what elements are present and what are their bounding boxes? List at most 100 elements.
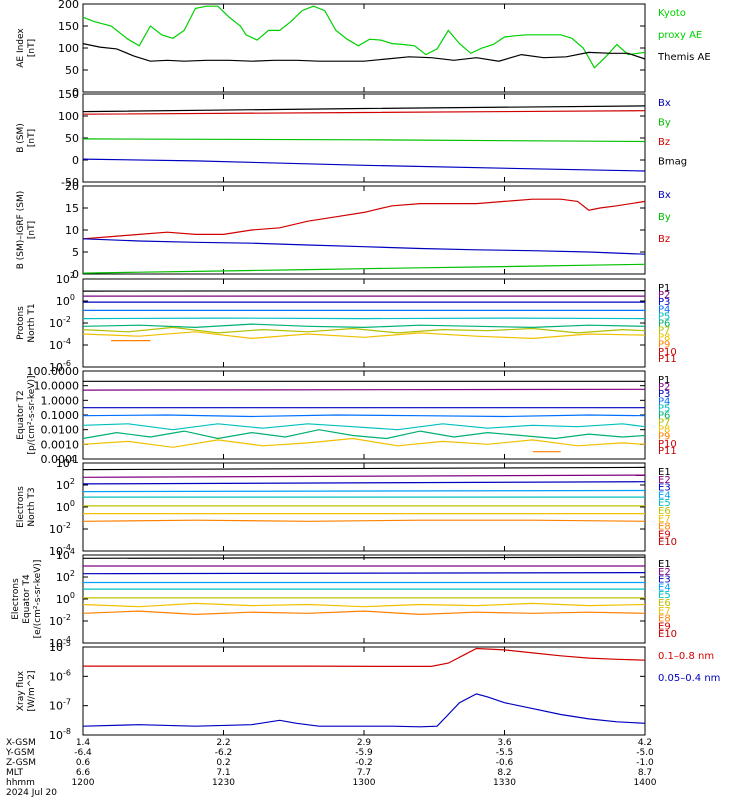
panel-6-legend-7: E7 — [658, 514, 671, 525]
panel-2-series-4 — [82, 158, 646, 172]
panel-4-legend-11: P11 — [658, 354, 677, 365]
panel-7-legend-10: E10 — [658, 629, 677, 640]
panel-5-ytick-label: 10.0000 — [34, 380, 80, 393]
panel-8-ytick-label: 10-6 — [49, 668, 71, 683]
panel-4-ylabel: North T1 — [27, 303, 37, 342]
xaxis-row-value: -1.0 — [636, 758, 654, 768]
panel-6-series-8 — [82, 519, 646, 522]
panel-5-legend-2: P2 — [658, 382, 670, 393]
xaxis-row-value: -5.9 — [355, 748, 373, 758]
xaxis-row-value: 1.4 — [76, 738, 91, 748]
panel-7-ylabel: Equator T4 — [22, 574, 32, 624]
panel-1-series-2 — [82, 43, 646, 62]
panel-8-ylabel: Xray flux — [16, 670, 26, 711]
panel-7-ytick-label: 104 — [56, 547, 75, 562]
panel-5-ytick-label: 1.0000 — [41, 394, 80, 407]
panel-8-frame — [82, 646, 646, 736]
panel-5-legend-11: P11 — [658, 446, 677, 457]
panel-5-ytick-label: 100.0000 — [27, 365, 80, 378]
panel-4-legend-9: P9 — [658, 340, 670, 351]
panel-6-legend-5: E5 — [658, 498, 671, 509]
panel-2-legend-1: Bx — [658, 98, 671, 109]
panel-3-ytick-label: 0 — [72, 268, 79, 281]
panel-5-legend-6: P6 — [658, 410, 670, 421]
panel-5-ytick-label: 0.0010 — [41, 438, 80, 451]
panel-7-ytick-label: 10-4 — [49, 635, 71, 650]
panel-8-ytick-label: 10-7 — [49, 698, 71, 713]
panel-6-ytick-label: 104 — [56, 455, 75, 470]
panel-7-legend-3: E3 — [658, 575, 671, 586]
panel-4-frame — [82, 278, 646, 368]
panel-8-ylabel: [W/m^2] — [27, 671, 37, 712]
xaxis-row-label: Z-GSM — [6, 758, 36, 768]
panel-3-ylabel: [nT] — [27, 221, 37, 239]
xaxis-row-value: 0.2 — [216, 758, 230, 768]
panel-7-legend-5: E5 — [658, 590, 671, 601]
panel-7-legend-2: E2 — [658, 567, 671, 578]
panel-6-ytick-label: 102 — [56, 477, 75, 492]
panel-1-series-1 — [82, 5, 646, 69]
panel-5-legend-3: P3 — [658, 389, 670, 400]
panel-1-ytick-label: 50 — [65, 64, 79, 77]
panel-7-legend-6: E6 — [658, 598, 671, 609]
panel-8-series-1 — [83, 647, 646, 668]
panel-2-ylabel: [nT] — [27, 129, 37, 147]
panel-7-ylabel: Electrons — [11, 578, 21, 620]
panel-3-ytick-label: 10 — [65, 224, 79, 237]
xaxis-row-value: 1230 — [212, 778, 235, 788]
panel-3-ylabel: B (SM)–IGRF (SM) — [16, 191, 26, 269]
panel-2-ytick-label: -50 — [61, 176, 79, 189]
panel-2-ytick-label: 150 — [58, 88, 79, 101]
panel-2-ytick-label: 50 — [65, 132, 79, 145]
panel-8-legend-2: 0.05–0.4 nm — [658, 673, 720, 684]
panel-4-legend-1: P1 — [658, 283, 670, 294]
xaxis-row-value: -5.0 — [636, 748, 654, 758]
panel-5-ytick-label: 0.1000 — [41, 409, 80, 422]
panel-6-legend-10: E10 — [658, 537, 677, 548]
panel-5-legend-10: P10 — [658, 439, 677, 450]
panel-7-ytick-label: 102 — [56, 569, 75, 584]
panel-1-ytick-label: 0 — [72, 86, 79, 99]
panel-5-series-2 — [82, 388, 646, 391]
panel-7-frame — [82, 554, 646, 644]
panel-4-series-6 — [82, 323, 646, 329]
panel-7-series-8 — [82, 610, 646, 616]
panel-5-series-6 — [82, 429, 646, 440]
panel-4-ylabel: Protons — [16, 306, 26, 340]
panel-1-legend-2: proxy AE — [658, 30, 702, 41]
panel-5-series-7 — [82, 437, 646, 448]
panel-3-ytick-label: 20 — [65, 180, 79, 193]
panel-6-ylabel: Electrons — [16, 486, 26, 528]
panel-8-series-2 — [82, 693, 646, 728]
panel-7-series-3 — [82, 571, 646, 575]
panel-3-series-2 — [82, 238, 646, 255]
panel-3-series-1 — [82, 198, 646, 240]
panel-7-ytick-label: 100 — [56, 591, 75, 606]
panel-2-series-2 — [82, 110, 646, 115]
panel-8-legend-1: 0.1–0.8 nm — [658, 651, 714, 662]
panel-7-ytick-label: 10-2 — [49, 613, 71, 628]
xaxis-row-value: 0.6 — [76, 758, 91, 768]
panel-7-legend-8: E8 — [658, 614, 671, 625]
panel-4-series-1 — [82, 290, 646, 292]
panel-6-series-3 — [82, 481, 646, 485]
xaxis-row-value: 7.7 — [357, 768, 371, 778]
panel-6-legend-6: E6 — [658, 506, 671, 517]
xaxis-row-label: X-GSM — [6, 738, 36, 748]
xaxis-row-value: -0.2 — [355, 758, 373, 768]
panel-4-legend-6: P6 — [658, 318, 670, 329]
panel-4-series-5 — [82, 317, 646, 320]
panel-2-ytick-label: 0 — [72, 154, 79, 167]
xaxis-row-value: 1400 — [634, 778, 657, 788]
panel-3-legend-3: Bz — [658, 234, 670, 245]
panel-4-legend-10: P10 — [658, 347, 677, 358]
panel-1-legend-3: Themis AE — [657, 52, 711, 63]
panel-2-series-1 — [82, 105, 646, 113]
panel-1-ytick-label: 150 — [58, 20, 79, 33]
xaxis-row-value: 4.2 — [638, 738, 652, 748]
panel-4-legend-7: P7 — [658, 326, 670, 337]
panel-7-legend-4: E4 — [658, 582, 671, 593]
panel-4-ytick-label: 10-6 — [49, 359, 71, 374]
xaxis-row-value: -6.2 — [215, 748, 233, 758]
xaxis-row-value: 8.7 — [638, 768, 652, 778]
